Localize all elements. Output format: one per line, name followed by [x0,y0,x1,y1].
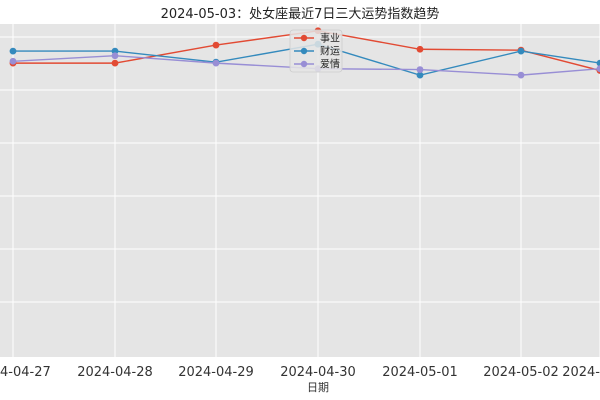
legend-swatch-marker [300,34,308,42]
chart-title: 2024-05-03：处女座最近7日三大运势指数趋势 [161,6,440,22]
legend-item: 爱情 [294,58,340,71]
legend-swatch-marker [300,60,308,68]
data-point [212,59,220,67]
data-point [111,52,119,60]
legend-label: 事业 [320,32,340,45]
data-point [416,71,424,79]
x-tick-label: 2024-04-28 [77,365,153,380]
legend-label: 爱情 [320,58,340,71]
data-point [212,41,220,49]
data-point [596,65,600,73]
data-point [111,59,119,67]
x-tick-labels: 2024-04-27 2024-04-28 2024-04-29 2024-04-30… [0,365,600,380]
data-point [9,47,17,55]
x-tick-label: 2024-05-01 [382,365,458,380]
x-tick-label: 2024-04-29 [178,365,254,380]
x-axis-label: 日期 [307,381,329,394]
x-tick-label: 2024-04-30 [280,365,356,380]
x-tick-label: 2024-05-03 [562,365,600,380]
legend-item: 事业 [294,32,340,45]
data-point [9,57,17,65]
legend-label: 财运 [320,45,340,58]
x-tick-label: 2024-05-02 [483,365,559,380]
data-point [416,45,424,53]
data-point [517,71,525,79]
data-point [416,66,424,73]
data-point [517,47,525,55]
legend-item: 财运 [294,45,340,58]
legend-swatch-marker [300,47,308,55]
grid-lines [0,24,600,357]
data-point [596,59,600,67]
x-tick-label: 2024-04-27 [0,365,51,380]
